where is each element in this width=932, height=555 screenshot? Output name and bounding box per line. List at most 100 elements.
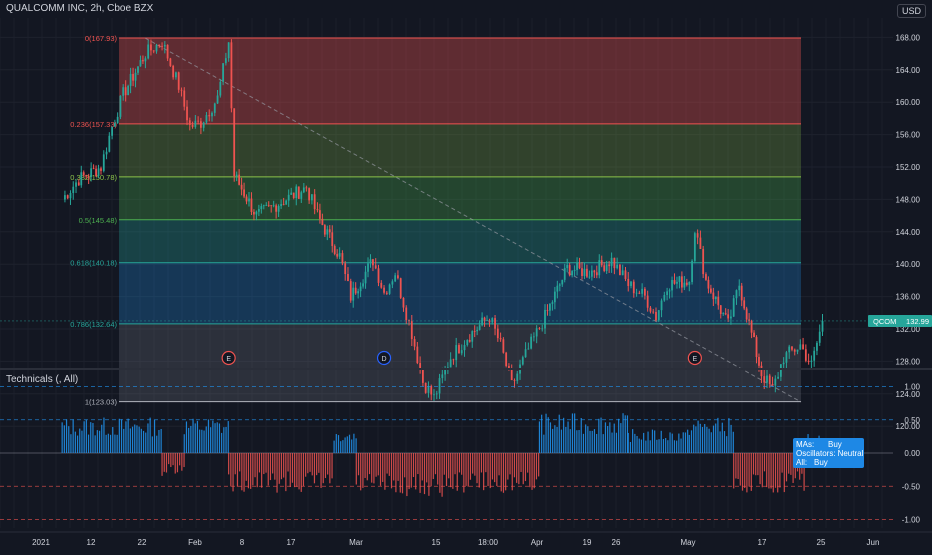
candle-body <box>583 268 586 276</box>
candle-body <box>410 321 413 340</box>
candle-body <box>486 320 488 322</box>
candle-body <box>513 380 516 381</box>
tooltip-key: All: <box>796 458 808 467</box>
last-price-value: 132.99 <box>906 317 929 326</box>
candle-body <box>586 268 588 277</box>
candle-body <box>127 85 130 96</box>
time-tick-label: 17 <box>287 538 296 547</box>
candle-body <box>202 122 205 128</box>
candle-body <box>313 194 316 210</box>
indicator-title[interactable]: Technicals (, All) <box>6 374 79 385</box>
candle-body <box>740 285 743 301</box>
candle-body <box>308 188 311 201</box>
candle-body <box>496 328 499 339</box>
currency-badge[interactable]: USD <box>896 4 926 18</box>
candle-body <box>444 368 446 375</box>
technicals-tick-label: -0.50 <box>902 482 921 491</box>
candle-body <box>285 200 288 205</box>
marker-circle <box>376 350 392 366</box>
candle-body <box>818 331 821 343</box>
candle-body <box>535 328 538 337</box>
candle-body <box>302 187 305 193</box>
candle-body <box>275 205 278 212</box>
candle-body <box>224 58 227 64</box>
candle-body <box>738 285 741 291</box>
fib-level-label: 0.786(132.64) <box>70 320 117 329</box>
time-tick-label: 8 <box>240 538 245 547</box>
candle-body <box>219 81 222 96</box>
candle-body <box>292 192 295 199</box>
candle-body <box>90 168 93 177</box>
candle-body <box>311 194 313 201</box>
candle-body <box>533 336 535 338</box>
candle-body <box>468 339 471 342</box>
candle-body <box>186 106 188 121</box>
symbol-title[interactable]: QUALCOMM INC, 2h, Cboe BZX <box>6 3 154 14</box>
time-tick-label: 18:00 <box>478 538 499 547</box>
candle-body <box>593 270 596 273</box>
candle-body <box>530 336 533 349</box>
candle-body <box>230 42 233 109</box>
candle-body <box>116 116 119 124</box>
technicals-tick-label: 1.00 <box>904 383 920 392</box>
candle-body <box>810 360 813 362</box>
candle-body <box>331 232 334 247</box>
candle-body <box>793 349 796 352</box>
fib-zone <box>119 37 801 124</box>
fib-level-label: 1(123.03) <box>85 398 118 407</box>
candle-body <box>802 344 804 350</box>
candle-body <box>255 211 258 215</box>
candle-body <box>383 287 385 293</box>
candle-body <box>357 291 360 294</box>
time-tick-label: 25 <box>817 538 826 547</box>
time-tick-label: 22 <box>138 538 147 547</box>
candle-body <box>233 108 236 176</box>
candle-body <box>660 300 663 311</box>
candle-body <box>732 298 735 317</box>
candle-body <box>163 44 166 47</box>
candle-body <box>66 195 69 199</box>
candle-body <box>696 233 699 238</box>
candle-body <box>735 290 738 299</box>
time-tick-label: 15 <box>432 538 441 547</box>
candle-body <box>681 276 683 288</box>
candle-body <box>430 386 433 395</box>
time-tick-label: Apr <box>531 538 544 547</box>
tooltip-key: Oscillators: <box>796 449 836 458</box>
fib-zone <box>119 123 801 177</box>
candle-body <box>627 278 630 286</box>
candle-body <box>87 176 90 178</box>
candle-body <box>92 168 95 170</box>
candle-body <box>243 189 245 197</box>
candle-body <box>524 349 527 358</box>
candle-body <box>727 314 730 319</box>
candle-body <box>600 260 603 266</box>
candle-body <box>796 349 799 352</box>
time-tick-label: 19 <box>583 538 592 547</box>
candle-body <box>478 325 481 330</box>
candle-body <box>481 317 483 326</box>
candle-body <box>488 320 491 323</box>
candle-body <box>678 276 681 282</box>
candle-body <box>272 205 275 207</box>
candle-body <box>527 348 530 350</box>
candle-body <box>685 282 688 285</box>
candle-body <box>702 248 705 275</box>
tooltip-row-oscillators: Oscillators: Neutral <box>796 449 863 458</box>
candle-body <box>566 265 569 269</box>
candle-body <box>238 174 241 185</box>
candle-body <box>280 204 283 207</box>
candle-body <box>344 263 347 275</box>
candle-body <box>323 225 326 235</box>
candle-body <box>260 206 263 210</box>
candle-body <box>655 312 657 321</box>
candle-body <box>709 288 712 293</box>
candle-body <box>321 218 324 226</box>
candle-body <box>326 229 329 235</box>
price-tick-label: 144.00 <box>896 228 921 237</box>
candle-body <box>705 274 707 280</box>
candle-body <box>262 205 265 207</box>
candle-body <box>760 365 763 377</box>
candle-body <box>541 328 544 330</box>
